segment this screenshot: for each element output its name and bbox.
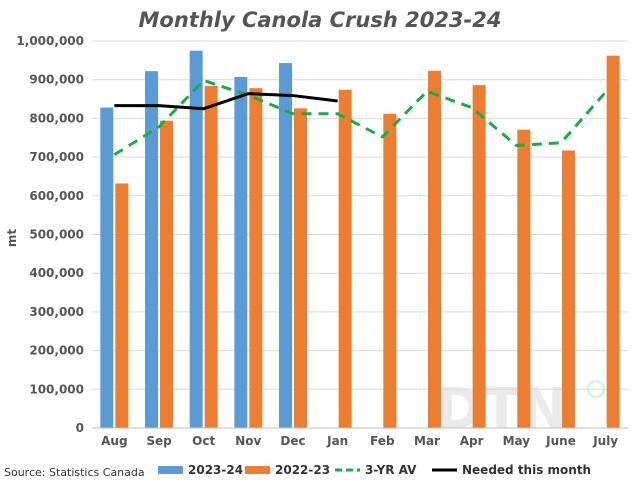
x-tick-label: July: [592, 434, 618, 448]
line-3-yr-av: [113, 78, 607, 157]
y-axis-ticks: 0 100,000 200,000 300,000 400,000 500,000 600,…: [16, 34, 84, 435]
y-tick-label: 400,000: [29, 266, 84, 280]
x-tick-label: Feb: [370, 434, 395, 448]
y-tick-label: 0: [76, 421, 84, 435]
bar-2022-23-mar: [428, 70, 441, 428]
legend-swatch-2022-23: [245, 466, 270, 474]
bar-2022-23-oct: [204, 85, 218, 428]
chart-title: Monthly Canola Crush 2023-24: [139, 8, 502, 32]
x-tick-label: Apr: [460, 434, 484, 448]
bar-2022-23-may: [517, 129, 531, 429]
y-tick-label: 100,000: [29, 382, 84, 396]
source-note: Source: Statistics Canada: [4, 466, 145, 479]
bar-2023-24-aug: [100, 107, 114, 429]
x-tick-label: May: [503, 434, 531, 448]
legend-label-2022-23: 2022-23: [275, 463, 330, 477]
bar-2022-23-sep: [160, 120, 173, 429]
y-tick-label: 700,000: [29, 150, 84, 164]
x-tick-label: Aug: [101, 434, 127, 448]
bar-2022-23-nov: [249, 88, 263, 429]
y-tick-label: 1,000,000: [16, 34, 84, 48]
bar-2023-24-sep: [145, 71, 158, 428]
y-axis-label: mt: [5, 229, 19, 248]
y-tick-label: 300,000: [29, 305, 84, 319]
bar-2023-24-dec: [279, 63, 292, 429]
legend-label-3-yr-av: 3-YR AV: [365, 463, 417, 477]
y-tick-label: 900,000: [29, 73, 84, 87]
bar-2022-23-dec: [294, 108, 307, 428]
y-tick-label: 200,000: [29, 344, 84, 358]
x-axis-ticks: Aug Sep Oct Nov Dec Jan Feb Mar Apr May June July: [101, 434, 618, 448]
x-tick-label: June: [545, 434, 576, 448]
x-tick-label: Mar: [414, 434, 440, 448]
bar-2022-23-june: [562, 150, 575, 428]
legend-label-2023-24: 2023-24: [188, 463, 243, 477]
x-tick-label: Dec: [280, 434, 305, 448]
bars: [100, 50, 620, 429]
series-lines: [113, 78, 607, 157]
line-needed-this-month: [114, 92, 338, 111]
x-tick-label: Jan: [326, 434, 348, 448]
y-tick-label: 600,000: [29, 189, 84, 203]
legend-swatch-2023-24: [158, 466, 183, 474]
x-tick-label: Oct: [192, 434, 215, 448]
y-tick-label: 800,000: [29, 111, 84, 125]
y-tick-label: 500,000: [29, 228, 84, 242]
bar-2023-24-nov: [234, 76, 248, 428]
legend: 2023-24 2022-23 3-YR AV Needed this month: [158, 463, 591, 477]
gridlines: [92, 40, 628, 390]
bar-2023-24-oct: [189, 50, 203, 429]
x-tick-label: Nov: [235, 434, 261, 448]
bar-2022-23-apr: [472, 85, 486, 429]
bar-2022-23-jan: [338, 89, 352, 429]
bar-2022-23-feb: [383, 113, 397, 429]
bar-2022-23-july: [606, 55, 620, 429]
watermark-text: DTN: [436, 377, 568, 442]
x-tick-label: Sep: [146, 434, 172, 448]
legend-label-needed-this-month: Needed this month: [462, 463, 591, 477]
bar-2022-23-aug: [115, 183, 129, 428]
dtn-watermark-logo: DTN: [436, 377, 606, 442]
